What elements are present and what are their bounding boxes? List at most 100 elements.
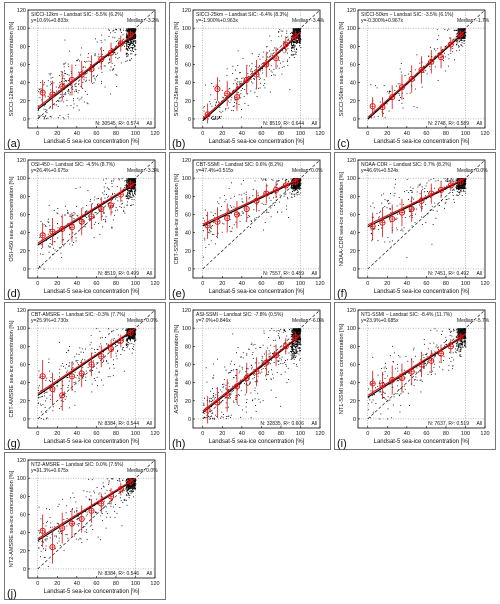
scatter-point bbox=[126, 178, 128, 180]
scatter-point bbox=[453, 181, 455, 183]
scatter-point bbox=[453, 359, 455, 361]
scatter-point bbox=[455, 352, 457, 354]
scatter-point bbox=[452, 181, 454, 183]
scatter-point bbox=[459, 355, 461, 357]
scatter-point bbox=[270, 40, 272, 42]
scatter-point bbox=[233, 377, 234, 378]
scatter-point bbox=[292, 344, 294, 345]
scatter-point bbox=[251, 68, 253, 70]
bin-mean-marker bbox=[49, 91, 56, 98]
x-tick-label: 0 bbox=[36, 431, 39, 437]
scatter-point bbox=[135, 28, 137, 30]
bin-mean-marker bbox=[457, 31, 464, 38]
scatter-point bbox=[441, 200, 443, 202]
scatter-point bbox=[278, 31, 280, 33]
x-tick-label: 80 bbox=[443, 131, 449, 137]
scatter-point bbox=[73, 107, 75, 109]
scatter-point bbox=[294, 50, 296, 52]
scatter-point bbox=[426, 354, 428, 355]
x-tick-label: 20 bbox=[54, 131, 60, 137]
scatter-point bbox=[254, 362, 256, 364]
x-tick-label: 120 bbox=[150, 281, 159, 287]
scatter-point bbox=[287, 36, 289, 38]
scatter-point bbox=[112, 180, 114, 182]
scatter-point bbox=[126, 194, 128, 195]
scatter-point bbox=[213, 363, 214, 365]
scatter-point bbox=[250, 220, 252, 222]
scatter-point bbox=[275, 397, 277, 398]
scatter-point bbox=[247, 368, 249, 370]
scatter-point bbox=[86, 205, 88, 206]
scatter-point bbox=[106, 187, 108, 189]
x-tick-label: 40 bbox=[74, 431, 80, 437]
scatter-point bbox=[426, 182, 428, 184]
scatter-point bbox=[262, 72, 264, 74]
scatter-point bbox=[461, 340, 463, 342]
y-tick-label: 0 bbox=[188, 267, 191, 273]
scatter-point bbox=[413, 209, 415, 211]
scatter-point bbox=[131, 42, 133, 44]
scatter-point bbox=[451, 368, 453, 370]
scatter-point bbox=[126, 33, 127, 35]
scatter-point bbox=[240, 356, 242, 358]
scatter-point bbox=[399, 356, 401, 358]
scatter-point bbox=[456, 183, 458, 185]
scatter-point bbox=[292, 329, 293, 331]
scatter-point bbox=[414, 222, 416, 224]
scatter-point bbox=[456, 345, 457, 347]
scatter-point bbox=[253, 374, 255, 376]
scatter-point bbox=[279, 197, 281, 199]
scatter-point bbox=[50, 116, 52, 118]
scatter-point bbox=[41, 544, 42, 546]
scatter-point bbox=[445, 180, 447, 182]
scatter-point bbox=[379, 380, 381, 382]
scatter-point bbox=[462, 345, 463, 347]
x-tick-label: 60 bbox=[258, 131, 264, 137]
scatter-point bbox=[117, 349, 119, 351]
scatter-point bbox=[247, 217, 249, 218]
scatter-point bbox=[415, 376, 417, 378]
scatter-point bbox=[234, 102, 235, 103]
scatter-point bbox=[280, 374, 282, 375]
scatter-point bbox=[112, 69, 114, 70]
scatter-point bbox=[450, 178, 452, 180]
scatter-point bbox=[293, 353, 295, 354]
scatter-point bbox=[459, 354, 461, 355]
y-tick-label: 0 bbox=[353, 267, 356, 273]
scatter-point bbox=[63, 75, 65, 77]
scatter-point bbox=[91, 227, 93, 229]
panel-letter: (b) bbox=[172, 138, 185, 150]
scatter-point bbox=[236, 377, 237, 379]
scatter-point bbox=[293, 41, 294, 43]
scatter-point bbox=[270, 199, 272, 201]
scatter-point bbox=[127, 55, 129, 57]
x-tick-label: 40 bbox=[239, 131, 245, 137]
bin-mean-marker bbox=[447, 182, 454, 189]
subset-label: All bbox=[476, 421, 482, 427]
scatter-point bbox=[126, 482, 128, 483]
scatter-point bbox=[116, 186, 118, 188]
scatter-point bbox=[241, 366, 243, 368]
y-tick-label: 120 bbox=[17, 158, 26, 164]
scatter-point bbox=[68, 350, 70, 352]
scatter-point bbox=[427, 361, 428, 363]
scatter-point bbox=[297, 40, 298, 41]
scatter-point bbox=[97, 385, 98, 387]
scatter-point bbox=[129, 44, 131, 46]
scatter-point bbox=[289, 57, 290, 59]
scatter-point bbox=[117, 342, 119, 344]
scatter-point bbox=[389, 399, 391, 401]
scatter-point bbox=[256, 96, 258, 97]
scatter-point bbox=[462, 344, 463, 345]
scatter-point bbox=[245, 411, 247, 413]
scatter-point bbox=[219, 197, 221, 199]
bin-mean-marker bbox=[117, 191, 124, 198]
scatter-point bbox=[59, 545, 61, 546]
scatter-point bbox=[129, 43, 131, 45]
scatter-point bbox=[438, 361, 440, 363]
scatter-point bbox=[46, 239, 47, 241]
scatter-point bbox=[459, 344, 461, 346]
scatter-point bbox=[126, 53, 127, 55]
scatter-point bbox=[423, 339, 425, 340]
scatter-point bbox=[135, 182, 137, 183]
